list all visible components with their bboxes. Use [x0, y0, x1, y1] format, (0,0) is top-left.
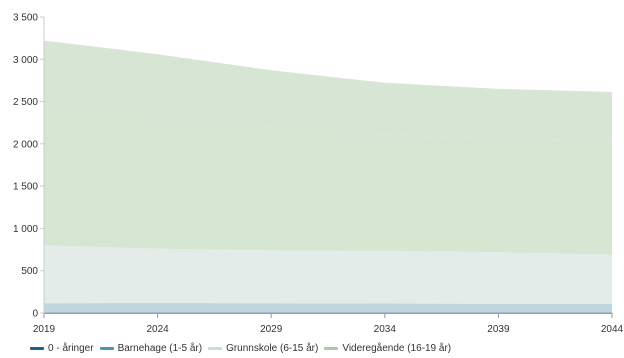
area-series-2 [44, 302, 612, 313]
legend-label: 0 - åringer [48, 343, 94, 354]
chart-legend: 0 - åringer Barnehage (1-5 år) Grunnskole … [30, 343, 451, 354]
legend-item[interactable]: Videregående (16-19 år) [324, 343, 451, 354]
area-series-1 [44, 312, 612, 313]
legend-item[interactable]: 0 - åringer [30, 343, 94, 354]
area-series-4 [44, 105, 612, 255]
area-series-5 [44, 40, 612, 141]
y-axis-tick-labels: 0 500 1 000 1 500 2 000 2 500 3 000 3 500 [13, 13, 44, 320]
area-series-3 [44, 245, 612, 304]
x-tick-label: 2024 [146, 324, 169, 335]
legend-swatch [324, 347, 339, 350]
axes [43, 17, 612, 314]
x-tick-label: 2034 [374, 324, 397, 335]
y-tick-label: 500 [21, 266, 38, 277]
legend-swatch [208, 347, 223, 350]
y-tick-label: 1 500 [13, 182, 38, 193]
legend-swatch [99, 347, 114, 350]
y-tick-label: 3 500 [13, 13, 38, 24]
x-tick-label: 2039 [487, 324, 510, 335]
legend-item[interactable]: Barnehage (1-5 år) [99, 343, 203, 354]
y-tick-label: 2 500 [13, 97, 38, 108]
legend-label: Videregående (16-19 år) [342, 343, 452, 354]
legend-label: Grunnskole (6-15 år) [226, 343, 319, 354]
x-tick-label: 2029 [260, 324, 283, 335]
area-layers [44, 40, 612, 313]
legend-item[interactable]: Grunnskole (6-15 år) [208, 343, 318, 354]
x-tick-label: 2019 [33, 324, 56, 335]
legend-label: Barnehage (1-5 år) [117, 343, 203, 354]
legend-swatch [30, 347, 44, 350]
x-tick-label: 2044 [601, 324, 624, 335]
y-tick-label: 3 000 [13, 55, 38, 66]
x-axis-tick-labels: 2019 2024 2029 2034 2039 2044 [33, 313, 624, 335]
y-tick-label: 1 000 [13, 224, 38, 235]
y-tick-label: 0 [32, 309, 38, 320]
y-tick-label: 2 000 [13, 139, 38, 150]
